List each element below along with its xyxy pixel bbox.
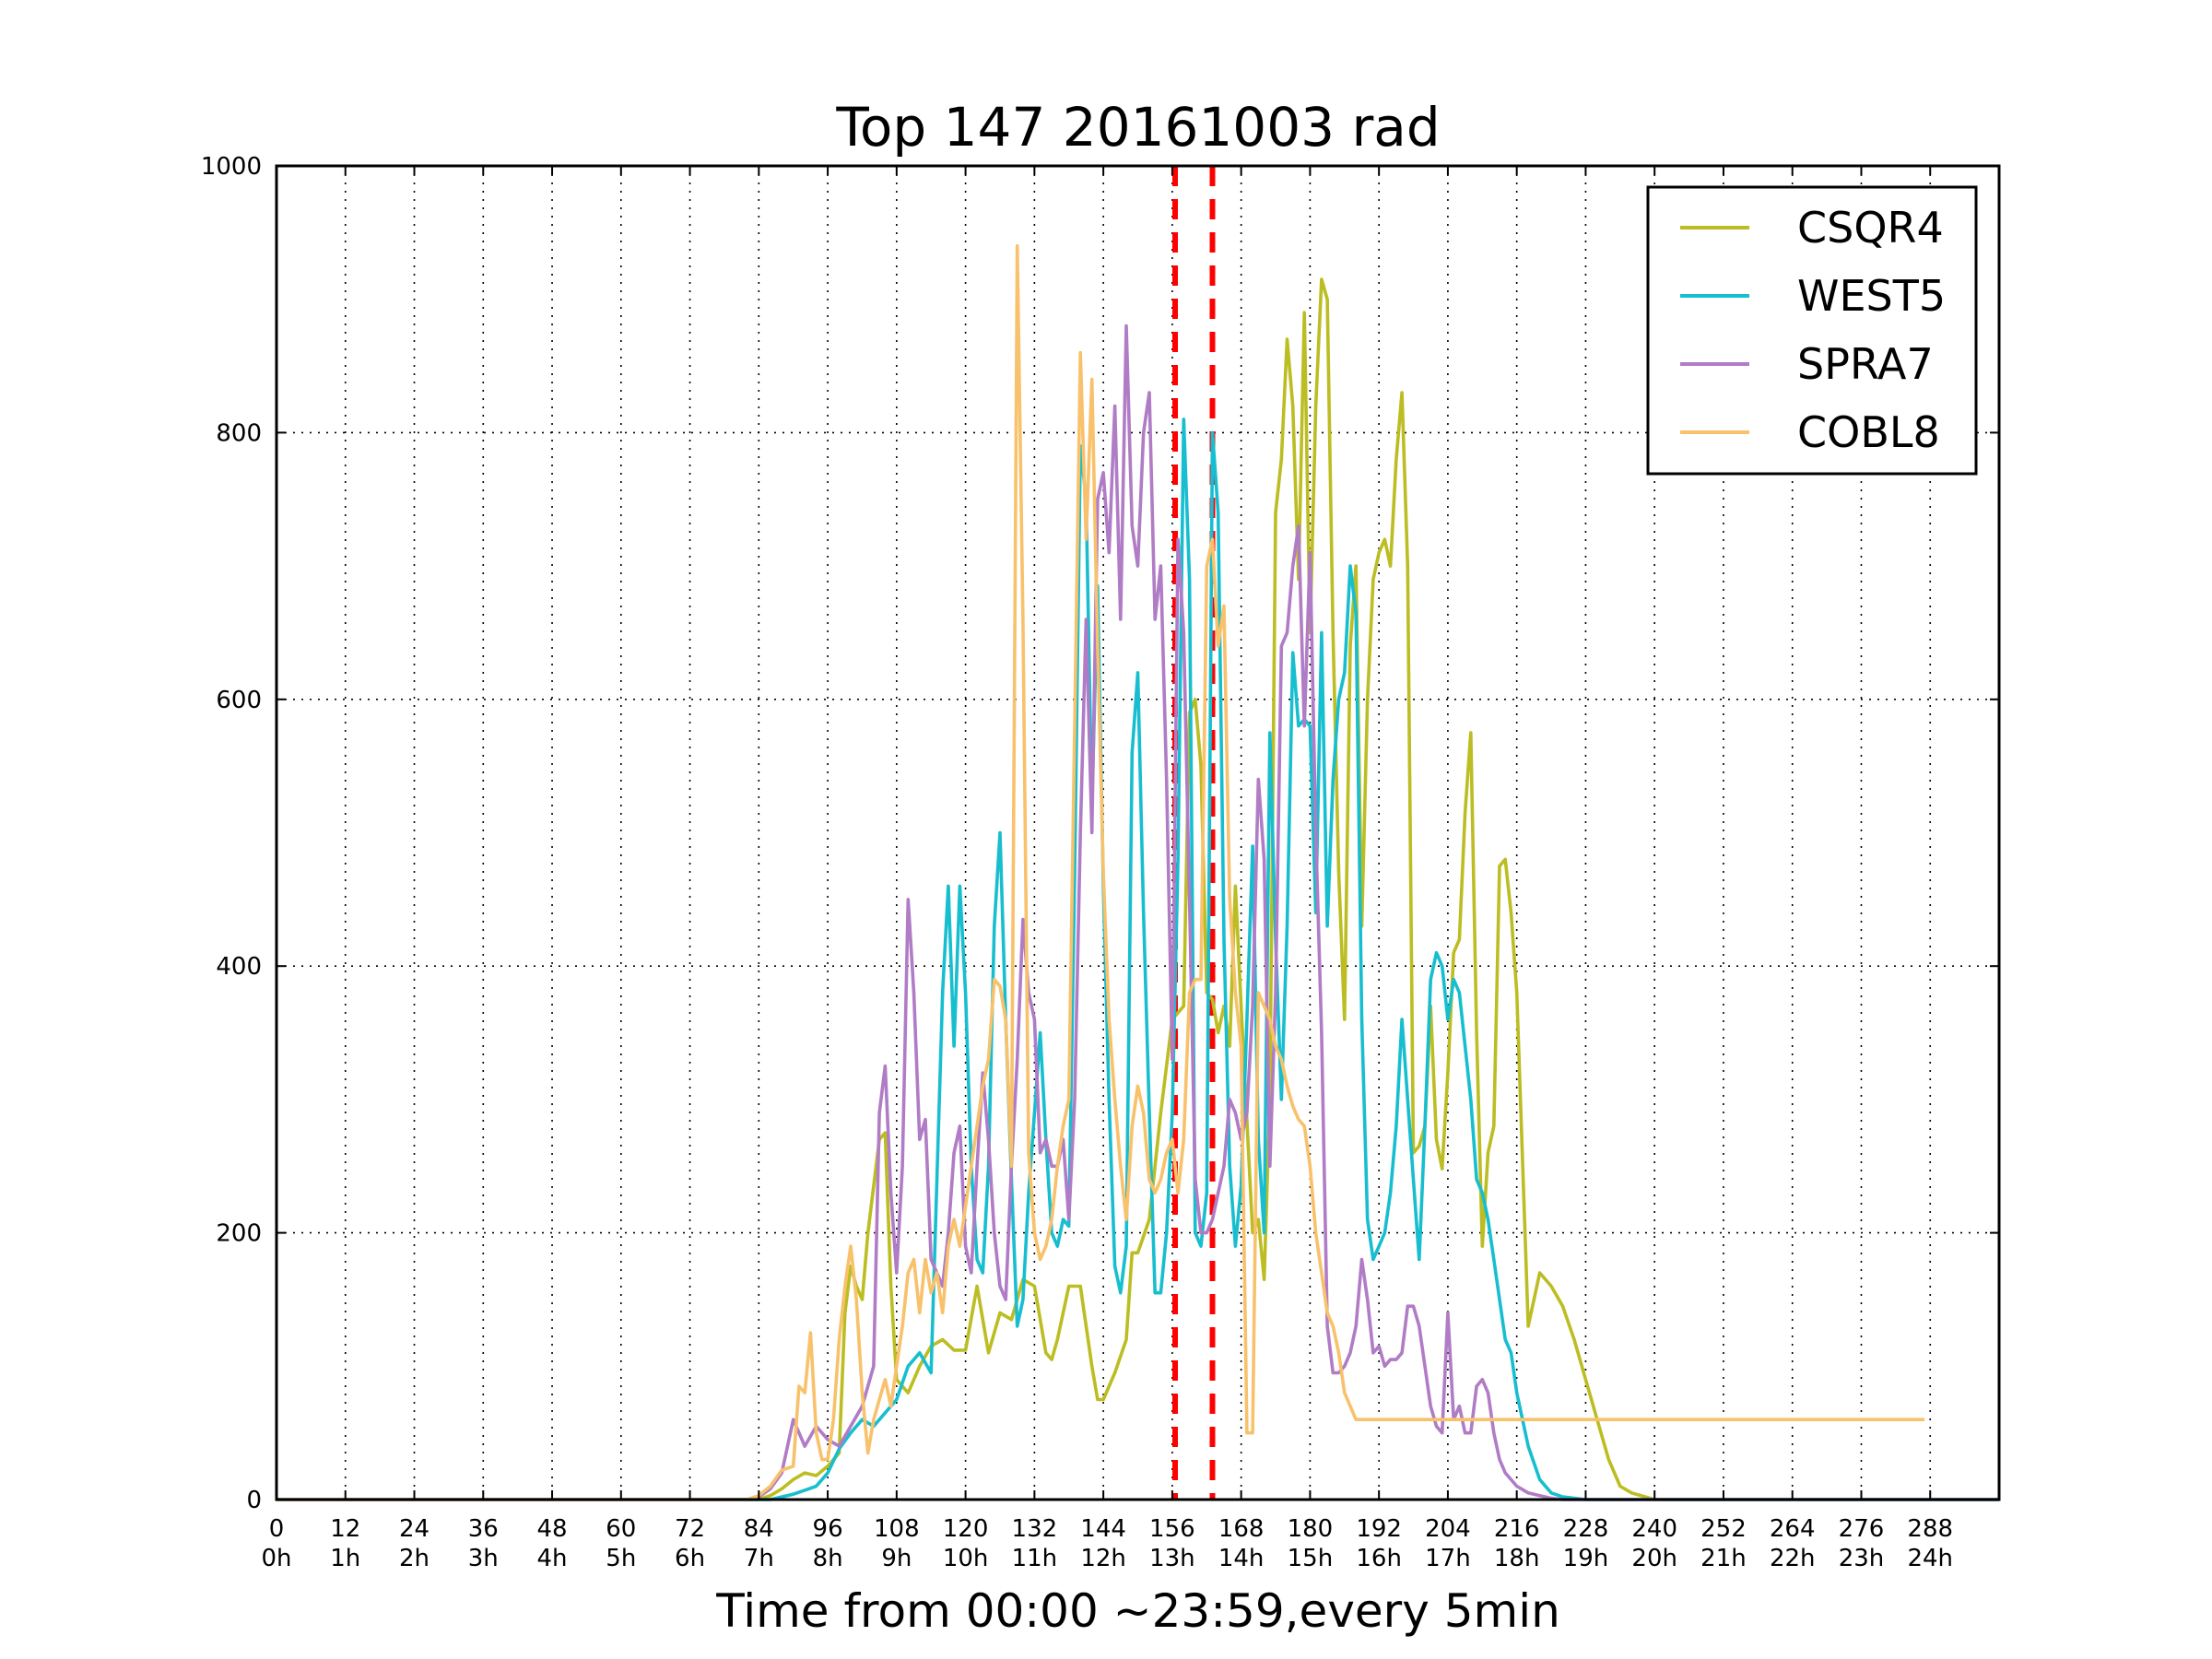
x-tick-hour-label: 3h	[468, 1545, 499, 1572]
x-tick-label: 48	[536, 1515, 567, 1543]
x-tick-hour-label: 14h	[1218, 1545, 1265, 1572]
x-tick-hour-label: 8h	[813, 1545, 843, 1572]
series-line-spra7	[276, 324, 1999, 1501]
x-tick-label: 216	[1494, 1515, 1540, 1543]
x-tick-label: 156	[1149, 1515, 1195, 1543]
series-lines	[276, 244, 1999, 1501]
x-tick-hour-label: 20h	[1631, 1545, 1677, 1572]
x-tick-hour-label: 12h	[1080, 1545, 1126, 1572]
x-tick-hour-label: 11h	[1012, 1545, 1058, 1572]
x-tick-label: 84	[744, 1515, 774, 1543]
x-tick-label: 108	[874, 1515, 920, 1543]
x-tick-hour-label: 15h	[1288, 1545, 1334, 1572]
x-tick-hour-label: 10h	[943, 1545, 989, 1572]
x-tick-hour-label: 24h	[1907, 1545, 1953, 1572]
y-tick-label: 800	[216, 419, 262, 447]
x-tick-label: 180	[1288, 1515, 1334, 1543]
chart-title: Top 147 20161003 rad	[835, 96, 1440, 159]
x-tick-label: 120	[943, 1515, 989, 1543]
x-tick-label: 192	[1356, 1515, 1402, 1543]
x-tick-hour-label: 9h	[881, 1545, 912, 1572]
y-tick-label: 200	[216, 1220, 262, 1248]
legend-label-west5: WEST5	[1797, 271, 1946, 321]
legend-box	[1646, 185, 1978, 476]
x-tick-hour-label: 16h	[1356, 1545, 1402, 1572]
x-tick-label: 72	[675, 1515, 705, 1543]
x-tick-label: 264	[1770, 1515, 1816, 1543]
x-tick-hour-label: 21h	[1700, 1545, 1747, 1572]
y-tick-label: 1000	[201, 153, 262, 181]
x-tick-hour-label: 23h	[1839, 1545, 1885, 1572]
x-tick-hour-label: 5h	[606, 1545, 636, 1572]
x-tick-label: 0	[269, 1515, 285, 1543]
plot-frame	[275, 164, 2001, 1501]
legend-label-spra7: SPRA7	[1797, 339, 1934, 389]
legend-label-cobl8: COBL8	[1797, 407, 1940, 457]
y-tick-label: 0	[246, 1487, 262, 1514]
x-tick-hour-label: 18h	[1494, 1545, 1540, 1572]
y-axis-ticks: 0 200 400 600 800 1000	[201, 153, 1999, 1514]
x-tick-hour-label: 2h	[399, 1545, 429, 1572]
x-tick-hour-label: 17h	[1425, 1545, 1471, 1572]
x-tick-label: 228	[1563, 1515, 1609, 1543]
x-tick-label: 132	[1012, 1515, 1058, 1543]
x-axis-label: Time from 00:00 ~23:59,every 5min	[715, 1584, 1560, 1638]
legend-label-csqr4: CSQR4	[1797, 203, 1944, 253]
x-tick-label: 168	[1218, 1515, 1265, 1543]
series-line-cobl8	[276, 244, 1924, 1501]
legend: CSQR4 WEST5 SPRA7 COBL8	[1646, 185, 1978, 476]
x-tick-label: 60	[606, 1515, 636, 1543]
x-tick-label: 276	[1839, 1515, 1885, 1543]
series-line-west5	[276, 418, 1999, 1501]
highlight-vlines	[1171, 166, 1216, 1500]
x-tick-label: 240	[1631, 1515, 1677, 1543]
series-line-csqr4	[276, 277, 1999, 1501]
x-tick-label: 36	[468, 1515, 499, 1543]
x-tick-hour-label: 0h	[261, 1545, 291, 1572]
y-tick-label: 600	[216, 687, 262, 714]
x-tick-hour-label: 13h	[1149, 1545, 1195, 1572]
x-tick-label: 288	[1907, 1515, 1953, 1543]
x-tick-hour-label: 1h	[330, 1545, 360, 1572]
x-tick-hour-label: 4h	[537, 1545, 568, 1572]
y-tick-label: 400	[216, 953, 262, 981]
x-tick-label: 96	[813, 1515, 843, 1543]
x-tick-hour-label: 6h	[675, 1545, 705, 1572]
x-tick-label: 144	[1080, 1515, 1126, 1543]
x-tick-hour-label: 19h	[1563, 1545, 1609, 1572]
x-tick-label: 12	[330, 1515, 360, 1543]
x-tick-hour-label: 22h	[1770, 1545, 1816, 1572]
x-tick-label: 204	[1425, 1515, 1471, 1543]
x-tick-label: 24	[399, 1515, 429, 1543]
x-tick-hour-label: 7h	[744, 1545, 774, 1572]
x-tick-label: 252	[1700, 1515, 1747, 1543]
